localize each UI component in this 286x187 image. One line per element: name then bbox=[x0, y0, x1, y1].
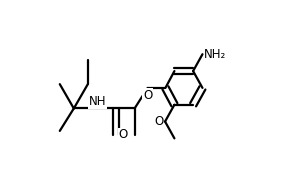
Text: NH₂: NH₂ bbox=[204, 48, 227, 61]
Text: NH: NH bbox=[88, 95, 106, 108]
Text: O: O bbox=[143, 89, 152, 102]
Text: O: O bbox=[154, 115, 163, 128]
Text: O: O bbox=[118, 128, 127, 141]
